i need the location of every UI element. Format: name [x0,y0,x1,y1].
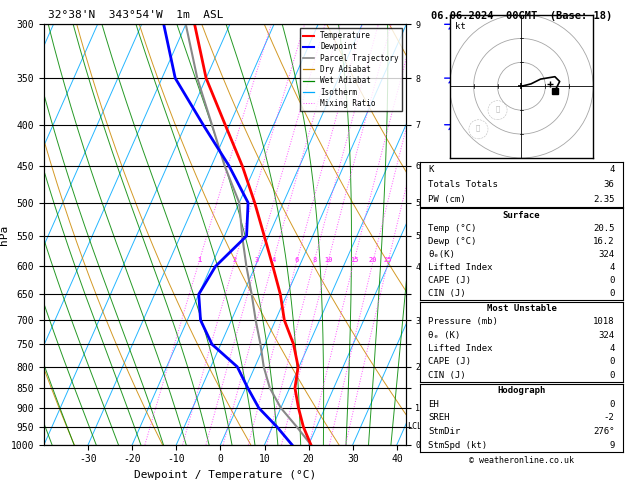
Text: StmDir: StmDir [428,427,460,436]
Text: Pressure (mb): Pressure (mb) [428,317,498,327]
Text: CAPE (J): CAPE (J) [428,357,471,366]
Text: -2: -2 [604,414,615,422]
Text: Totals Totals: Totals Totals [428,180,498,189]
Text: EH: EH [428,400,439,409]
Text: θₑ(K): θₑ(K) [428,250,455,259]
Text: 4: 4 [271,258,276,263]
Text: 6: 6 [295,258,299,263]
Text: 276°: 276° [593,427,615,436]
Text: 15: 15 [350,258,359,263]
Text: 10: 10 [324,258,333,263]
Text: StmSpd (kt): StmSpd (kt) [428,441,487,450]
Text: 0: 0 [610,400,615,409]
Text: K: K [428,165,433,174]
Text: 1018: 1018 [593,317,615,327]
Text: 4: 4 [610,165,615,174]
Text: Surface: Surface [503,210,540,220]
Text: PW (cm): PW (cm) [428,194,466,204]
Text: 3: 3 [255,258,259,263]
Text: 06.06.2024  00GMT  (Base: 18): 06.06.2024 00GMT (Base: 18) [431,11,612,21]
Text: CIN (J): CIN (J) [428,289,466,298]
Text: 0: 0 [610,357,615,366]
Text: LCL: LCL [408,422,423,431]
Text: 4: 4 [610,344,615,353]
Text: 9: 9 [610,441,615,450]
Text: CAPE (J): CAPE (J) [428,276,471,285]
Text: ℓ: ℓ [495,105,499,112]
Y-axis label: km
ASL: km ASL [432,226,454,243]
Y-axis label: hPa: hPa [0,225,9,244]
Text: 20: 20 [369,258,377,263]
Text: 16.2: 16.2 [593,237,615,245]
Text: Lifted Index: Lifted Index [428,344,493,353]
Text: Most Unstable: Most Unstable [486,304,557,313]
Text: 1: 1 [198,258,201,263]
Text: 324: 324 [598,250,615,259]
Text: kt: kt [455,22,465,31]
Text: 8: 8 [313,258,316,263]
Text: 0: 0 [610,289,615,298]
Text: CIN (J): CIN (J) [428,371,466,380]
Text: 324: 324 [598,330,615,340]
Text: Temp (°C): Temp (°C) [428,224,477,233]
Text: 20.5: 20.5 [593,224,615,233]
Text: Dewp (°C): Dewp (°C) [428,237,477,245]
Text: Lifted Index: Lifted Index [428,263,493,272]
Text: 32°38'N  343°54'W  1m  ASL: 32°38'N 343°54'W 1m ASL [48,10,223,20]
Text: 0: 0 [610,371,615,380]
Text: 36: 36 [604,180,615,189]
Text: © weatheronline.co.uk: © weatheronline.co.uk [469,456,574,466]
Text: 0: 0 [610,276,615,285]
Text: Mixing Ratio (g/kg): Mixing Ratio (g/kg) [428,179,438,290]
Text: θₑ (K): θₑ (K) [428,330,460,340]
Text: 25: 25 [384,258,392,263]
Text: ℓ: ℓ [476,124,481,131]
Legend: Temperature, Dewpoint, Parcel Trajectory, Dry Adiabat, Wet Adiabat, Isotherm, Mi: Temperature, Dewpoint, Parcel Trajectory… [299,28,402,111]
X-axis label: Dewpoint / Temperature (°C): Dewpoint / Temperature (°C) [134,470,316,480]
Text: 4: 4 [610,263,615,272]
Text: 2.35: 2.35 [593,194,615,204]
Text: 2: 2 [233,258,237,263]
Text: Hodograph: Hodograph [498,386,545,395]
Text: SREH: SREH [428,414,450,422]
